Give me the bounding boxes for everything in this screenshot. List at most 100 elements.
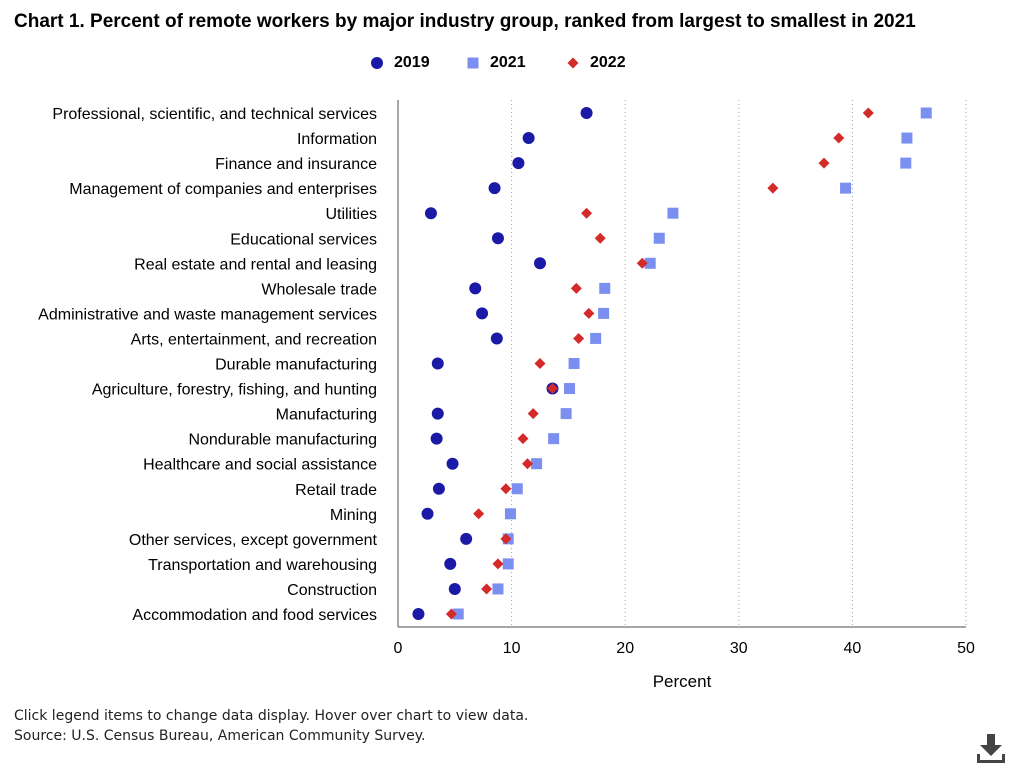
category-label: Information xyxy=(297,131,377,148)
category-label: Wholesale trade xyxy=(261,281,377,298)
x-tick-label: 40 xyxy=(844,640,862,657)
category-label: Real estate and rental and leasing xyxy=(134,256,377,273)
point-2021 xyxy=(644,257,656,269)
legend-label: 2021 xyxy=(490,54,526,71)
point-2022 xyxy=(481,583,493,595)
point-2022 xyxy=(583,307,595,319)
category-label: Arts, entertainment, and recreation xyxy=(131,331,377,348)
point-2022 xyxy=(492,558,504,570)
point-2021 xyxy=(492,583,504,595)
point-2022 xyxy=(534,358,546,369)
point-2022 xyxy=(445,608,457,620)
point-2022 xyxy=(500,533,512,545)
footnote-instructions: Click legend items to change data displa… xyxy=(14,708,529,724)
x-tick-label: 10 xyxy=(503,640,521,657)
category-label: Finance and insurance xyxy=(215,156,377,173)
point-2022 xyxy=(527,408,539,420)
category-label: Manufacturing xyxy=(276,407,377,424)
category-label: Healthcare and social assistance xyxy=(143,457,377,474)
point-2019 xyxy=(476,307,489,320)
point-2021 xyxy=(653,232,665,244)
point-2022 xyxy=(862,107,874,119)
x-tick-label: 0 xyxy=(394,640,403,657)
footnote-source: Source: U.S. Census Bureau, American Com… xyxy=(14,728,426,744)
point-2021 xyxy=(599,282,611,294)
point-2019 xyxy=(412,608,425,620)
point-2022 xyxy=(517,433,529,445)
point-2021 xyxy=(560,408,572,420)
category-label: Mining xyxy=(330,507,377,524)
point-2019 xyxy=(430,432,443,445)
point-2019 xyxy=(432,482,445,495)
point-2021 xyxy=(667,207,679,219)
category-label: Administrative and waste management serv… xyxy=(38,306,377,323)
point-2019 xyxy=(444,557,457,570)
x-tick-label: 20 xyxy=(616,640,634,657)
x-tick-label: 30 xyxy=(730,640,748,657)
category-label: Educational services xyxy=(230,231,377,248)
point-2021 xyxy=(511,483,523,495)
point-2019 xyxy=(460,532,473,545)
point-2021 xyxy=(504,508,516,520)
chart-plot[interactable]: 0 10 20 30 40 50 Percent Professional, scientif… xyxy=(0,0,1024,700)
footnote: Click legend items to change data displa… xyxy=(14,706,528,746)
point-2021 xyxy=(590,332,602,344)
category-label: Agriculture, forestry, fishing, and hunt… xyxy=(92,382,377,399)
point-2019 xyxy=(534,257,546,270)
category-label: Retail trade xyxy=(295,482,377,499)
point-2022 xyxy=(767,182,779,194)
point-2022 xyxy=(473,508,485,520)
point-2021 xyxy=(452,608,464,620)
point-2019 xyxy=(488,182,501,195)
point-2022 xyxy=(581,207,593,219)
point-2022 xyxy=(570,282,582,294)
chart-title: Chart 1. Percent of remote workers by ma… xyxy=(14,11,916,32)
category-label: Nondurable manufacturing xyxy=(188,432,377,449)
point-2019 xyxy=(421,507,434,520)
diamond-marker-icon xyxy=(567,57,579,69)
legend-item-2022[interactable]: 2022 xyxy=(566,54,626,72)
category-label: Utilities xyxy=(325,206,377,223)
point-2022 xyxy=(594,232,606,244)
x-axis-title: Percent xyxy=(653,672,712,691)
point-2021 xyxy=(502,558,514,570)
point-2019 xyxy=(424,207,437,220)
point-2022 xyxy=(833,132,845,144)
point-2019 xyxy=(446,457,459,470)
point-2021 xyxy=(531,458,543,470)
point-2021 xyxy=(564,383,576,395)
point-2019 xyxy=(490,332,503,345)
point-2019 xyxy=(431,357,444,370)
circle-marker-icon xyxy=(371,57,383,69)
download-icon[interactable] xyxy=(976,732,1006,764)
point-2021 xyxy=(568,358,580,369)
point-2022 xyxy=(573,332,585,344)
point-2022 xyxy=(636,257,648,269)
point-2021 xyxy=(548,433,560,445)
point-2021 xyxy=(900,157,912,169)
point-2019 xyxy=(512,157,525,170)
category-label: Management of companies and enterprises xyxy=(69,181,377,198)
legend-item-2021[interactable]: 2021 xyxy=(466,54,526,72)
category-label: Transportation and warehousing xyxy=(148,557,377,574)
x-tick-label: 50 xyxy=(957,640,975,657)
legend-label: 2019 xyxy=(394,54,430,71)
point-2021 xyxy=(920,107,932,119)
point-2021 xyxy=(901,132,913,144)
category-label: Durable manufacturing xyxy=(215,357,377,374)
point-2022 xyxy=(818,157,830,169)
point-2019 xyxy=(469,282,482,295)
square-marker-icon xyxy=(467,57,479,69)
legend-item-2019[interactable]: 2019 xyxy=(370,54,430,72)
category-label: Accommodation and food services xyxy=(132,607,377,624)
category-label: Professional, scientific, and technical … xyxy=(52,106,377,123)
point-2019 xyxy=(431,407,444,420)
point-2022 xyxy=(500,483,512,495)
category-label: Other services, except government xyxy=(129,532,378,549)
point-2021 xyxy=(598,307,610,319)
legend-label: 2022 xyxy=(590,54,626,71)
point-2019 xyxy=(491,232,504,245)
point-2019 xyxy=(522,132,535,145)
point-2019 xyxy=(448,582,461,595)
